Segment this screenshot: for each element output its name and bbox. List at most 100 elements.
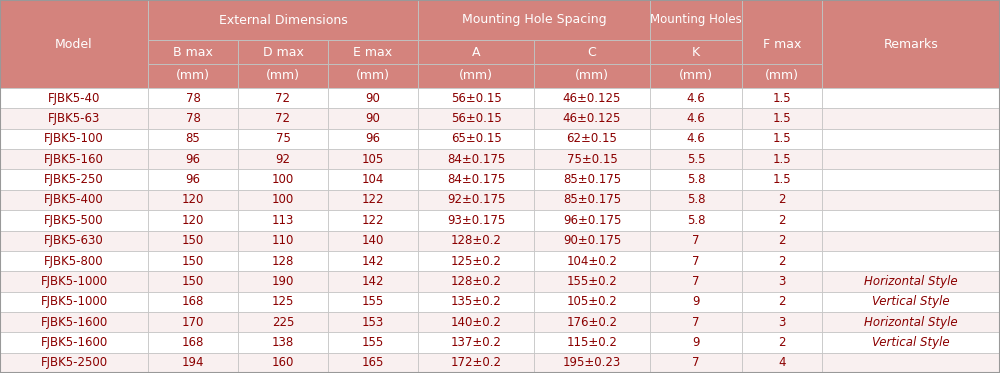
Bar bbox=[0, 251, 148, 271]
Text: 4.6: 4.6 bbox=[687, 92, 705, 105]
Text: 56±0.15: 56±0.15 bbox=[451, 112, 501, 125]
Text: 65±0.15: 65±0.15 bbox=[451, 132, 501, 145]
Bar bbox=[822, 210, 1000, 231]
Bar bbox=[822, 231, 1000, 251]
Text: 46±0.125: 46±0.125 bbox=[563, 112, 621, 125]
Bar bbox=[328, 210, 418, 231]
Text: 128±0.2: 128±0.2 bbox=[451, 234, 501, 247]
Text: 137±0.2: 137±0.2 bbox=[451, 336, 501, 349]
Text: 75±0.15: 75±0.15 bbox=[567, 153, 617, 166]
Bar bbox=[822, 149, 1000, 169]
Bar bbox=[650, 149, 742, 169]
Bar bbox=[238, 190, 328, 210]
Bar bbox=[742, 129, 822, 149]
Text: FJBK5-2500: FJBK5-2500 bbox=[40, 356, 108, 369]
Bar bbox=[650, 312, 742, 332]
Text: 5.5: 5.5 bbox=[687, 153, 705, 166]
Bar bbox=[742, 251, 822, 271]
Bar bbox=[328, 109, 418, 129]
Bar bbox=[742, 271, 822, 292]
Text: 150: 150 bbox=[182, 254, 204, 267]
Bar bbox=[148, 109, 238, 129]
Bar bbox=[534, 312, 650, 332]
Text: 100: 100 bbox=[272, 194, 294, 207]
Bar bbox=[238, 210, 328, 231]
Bar bbox=[0, 332, 148, 352]
Text: (mm): (mm) bbox=[266, 69, 300, 82]
Text: 140±0.2: 140±0.2 bbox=[451, 316, 501, 329]
Bar bbox=[822, 88, 1000, 109]
Text: 194: 194 bbox=[182, 356, 204, 369]
Bar bbox=[822, 312, 1000, 332]
Text: 90: 90 bbox=[366, 112, 380, 125]
Text: 96: 96 bbox=[366, 132, 380, 145]
Text: 72: 72 bbox=[276, 112, 290, 125]
Bar bbox=[148, 88, 238, 109]
Bar bbox=[534, 169, 650, 190]
Text: 110: 110 bbox=[272, 234, 294, 247]
Bar bbox=[650, 251, 742, 271]
Bar bbox=[418, 251, 534, 271]
Text: FJBK5-1600: FJBK5-1600 bbox=[40, 316, 108, 329]
Text: 96: 96 bbox=[186, 153, 200, 166]
Text: 9: 9 bbox=[692, 295, 700, 308]
Text: Remarks: Remarks bbox=[884, 38, 938, 50]
Text: 1.5: 1.5 bbox=[773, 92, 791, 105]
Text: 105: 105 bbox=[362, 153, 384, 166]
Bar bbox=[742, 169, 822, 190]
Bar bbox=[238, 109, 328, 129]
Bar bbox=[238, 332, 328, 352]
Bar bbox=[650, 109, 742, 129]
Bar bbox=[822, 129, 1000, 149]
Bar bbox=[238, 88, 328, 109]
Bar bbox=[742, 210, 822, 231]
Bar bbox=[328, 190, 418, 210]
Bar bbox=[418, 109, 534, 129]
Text: D max: D max bbox=[263, 46, 303, 59]
Bar bbox=[0, 109, 148, 129]
Bar bbox=[742, 88, 822, 109]
Text: E max: E max bbox=[353, 46, 393, 59]
Bar bbox=[822, 271, 1000, 292]
Text: C: C bbox=[588, 46, 596, 59]
Text: Vertical Style: Vertical Style bbox=[872, 336, 950, 349]
Text: 2: 2 bbox=[778, 194, 786, 207]
Bar bbox=[742, 231, 822, 251]
Text: 84±0.175: 84±0.175 bbox=[447, 153, 505, 166]
Text: F max: F max bbox=[763, 38, 801, 50]
Text: 5.8: 5.8 bbox=[687, 194, 705, 207]
Text: FJBK5-63: FJBK5-63 bbox=[48, 112, 100, 125]
Text: 3: 3 bbox=[778, 316, 786, 329]
Text: 142: 142 bbox=[362, 254, 384, 267]
Bar bbox=[328, 332, 418, 352]
Bar bbox=[148, 231, 238, 251]
Bar bbox=[0, 292, 148, 312]
Text: 142: 142 bbox=[362, 275, 384, 288]
Bar bbox=[0, 210, 148, 231]
Bar bbox=[418, 271, 534, 292]
Text: K: K bbox=[692, 46, 700, 59]
Bar bbox=[418, 149, 534, 169]
Bar bbox=[418, 292, 534, 312]
Bar bbox=[534, 190, 650, 210]
Text: 78: 78 bbox=[186, 92, 200, 105]
Text: 92: 92 bbox=[276, 153, 290, 166]
Bar bbox=[328, 292, 418, 312]
Text: (mm): (mm) bbox=[356, 69, 390, 82]
Bar bbox=[742, 64, 822, 88]
Text: 170: 170 bbox=[182, 316, 204, 329]
Bar bbox=[742, 0, 822, 88]
Bar bbox=[534, 332, 650, 352]
Bar bbox=[328, 129, 418, 149]
Bar bbox=[650, 40, 742, 64]
Text: 122: 122 bbox=[362, 214, 384, 227]
Bar bbox=[148, 292, 238, 312]
Text: 78: 78 bbox=[186, 112, 200, 125]
Text: A: A bbox=[472, 46, 480, 59]
Text: 104±0.2: 104±0.2 bbox=[567, 254, 617, 267]
Bar bbox=[0, 0, 148, 88]
Text: FJBK5-1600: FJBK5-1600 bbox=[40, 336, 108, 349]
Bar bbox=[650, 129, 742, 149]
Text: 3: 3 bbox=[778, 275, 786, 288]
Bar bbox=[742, 149, 822, 169]
